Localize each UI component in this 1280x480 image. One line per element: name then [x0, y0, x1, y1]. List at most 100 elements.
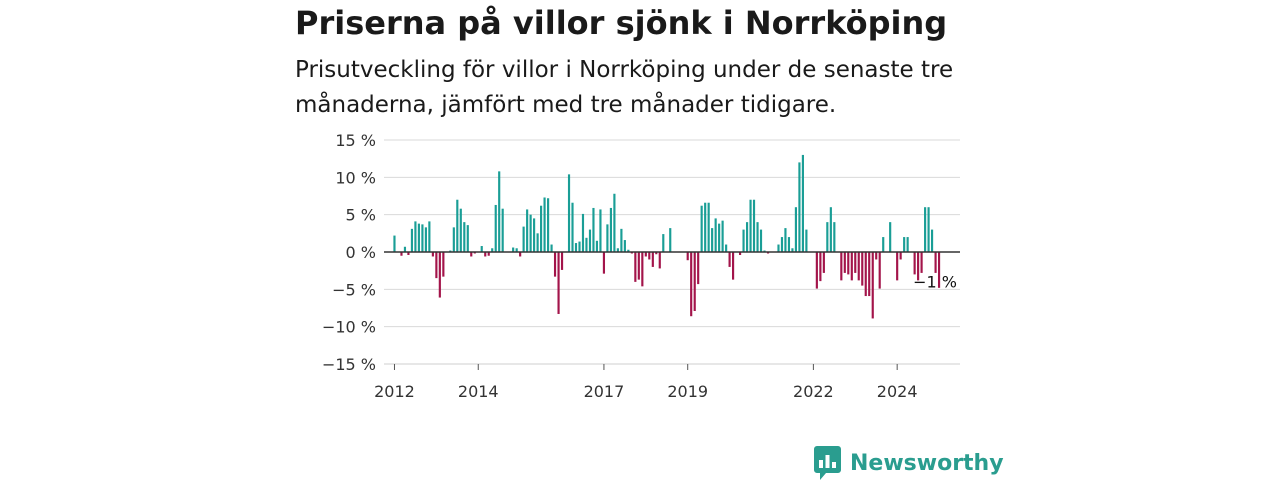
bar — [501, 208, 504, 252]
bar — [854, 252, 857, 273]
bar — [585, 237, 588, 252]
bar — [697, 252, 700, 285]
bar — [403, 246, 407, 252]
bar — [431, 252, 434, 257]
y-tick-label: −10 % — [322, 318, 376, 337]
bar — [732, 252, 735, 280]
bar — [899, 252, 902, 260]
bar — [815, 252, 818, 289]
brand-logo: Newsworthy — [814, 446, 1004, 480]
bar — [934, 252, 937, 273]
bar — [829, 207, 832, 252]
bar — [484, 252, 487, 257]
bar — [470, 252, 473, 257]
bar — [669, 228, 672, 252]
bar — [920, 252, 923, 273]
bar — [592, 207, 595, 252]
bar — [424, 227, 427, 252]
bar-series — [393, 154, 941, 319]
bar — [875, 252, 878, 260]
bar — [798, 162, 801, 252]
bar — [498, 171, 501, 252]
bar — [526, 209, 529, 252]
x-tick-label: 2022 — [793, 382, 834, 401]
bar — [937, 252, 941, 288]
bar — [540, 205, 543, 252]
bar — [752, 199, 756, 252]
bar — [927, 207, 930, 252]
bar — [801, 154, 804, 252]
bar — [400, 252, 403, 256]
bar — [463, 222, 466, 252]
bar — [407, 252, 410, 255]
bar — [749, 199, 752, 252]
bar — [745, 222, 749, 252]
bar — [627, 249, 630, 252]
bar — [791, 248, 794, 252]
bar — [574, 243, 578, 252]
bar — [620, 228, 623, 252]
bar — [487, 252, 490, 256]
bar — [784, 228, 787, 252]
x-tick-label: 2024 — [877, 382, 918, 401]
bar — [924, 207, 927, 252]
bar — [536, 233, 539, 252]
x-tick-label: 2014 — [458, 382, 499, 401]
newsworthy-logo-icon — [814, 446, 841, 480]
bar — [533, 218, 536, 252]
bar — [930, 229, 934, 252]
bar — [606, 224, 609, 252]
bar — [686, 252, 689, 261]
bar — [571, 202, 574, 252]
bar — [704, 202, 707, 252]
bar — [609, 207, 613, 252]
bar — [442, 252, 445, 277]
x-tick-label: 2019 — [667, 382, 708, 401]
bar — [759, 229, 763, 252]
y-tick-label: −15 % — [322, 355, 376, 374]
y-tick-label: 10 % — [335, 168, 376, 187]
bar — [578, 241, 581, 252]
bar — [512, 247, 515, 252]
bar — [515, 248, 518, 252]
bar — [864, 252, 867, 297]
bar — [742, 229, 745, 252]
bar — [658, 252, 661, 269]
y-tick-label: 5 % — [346, 206, 376, 225]
bar — [878, 252, 881, 289]
bar — [850, 252, 853, 281]
bar — [529, 214, 532, 252]
bar — [840, 252, 843, 281]
bar — [707, 202, 710, 252]
bar — [550, 244, 553, 252]
x-tick-label: 2017 — [584, 382, 625, 401]
bar — [644, 252, 647, 257]
bar — [491, 248, 494, 252]
bar — [693, 252, 696, 311]
bar — [903, 237, 906, 252]
bar — [822, 252, 825, 273]
annotations: −1 % — [913, 272, 957, 291]
bar — [547, 198, 550, 252]
bar — [777, 244, 780, 252]
bar — [599, 209, 602, 252]
bar — [917, 252, 920, 281]
bar — [843, 252, 846, 273]
bar — [847, 252, 850, 275]
bar — [868, 252, 871, 297]
bar — [871, 252, 874, 319]
bar — [452, 227, 455, 252]
bar — [595, 240, 599, 252]
bar — [435, 252, 438, 279]
bar — [581, 213, 585, 252]
bar — [756, 222, 759, 252]
bar — [421, 224, 424, 252]
bar — [641, 252, 644, 287]
bar — [414, 221, 417, 252]
bar — [662, 234, 665, 252]
bar — [519, 252, 522, 257]
y-tick-label: 0 % — [346, 243, 376, 262]
bar — [711, 228, 714, 252]
bar — [718, 223, 721, 252]
